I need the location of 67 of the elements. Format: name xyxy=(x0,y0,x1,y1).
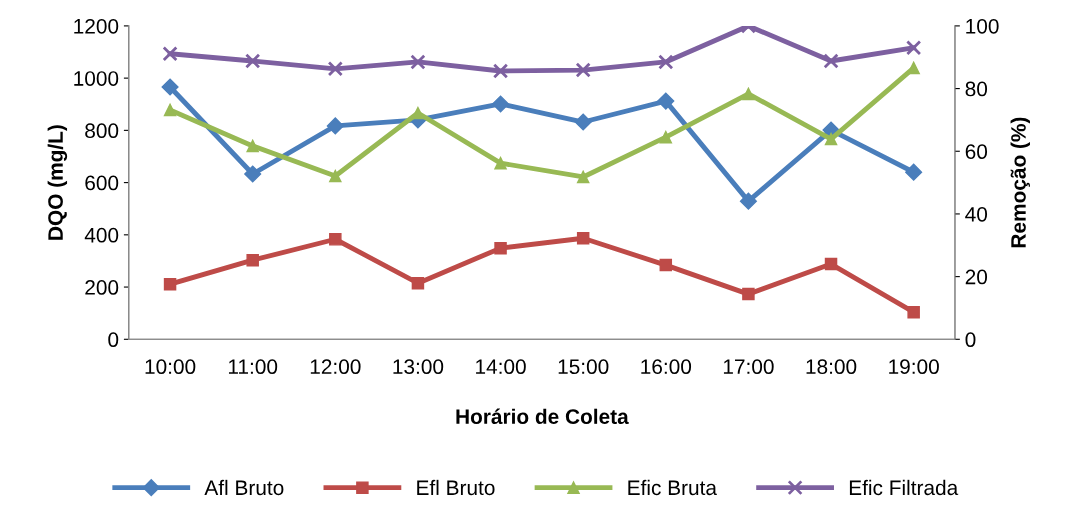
legend-label: Afl Bruto xyxy=(204,479,284,496)
y2-tick-label: 40 xyxy=(965,206,988,222)
x-tick-label: 17:00 xyxy=(723,359,774,375)
point xyxy=(326,117,344,135)
y-tick-label: 1000 xyxy=(74,71,119,86)
x-axis-title: Horário de Coleta xyxy=(456,408,629,425)
x-tick-label: 10:00 xyxy=(145,359,196,375)
point xyxy=(492,63,509,79)
point xyxy=(824,132,838,146)
y-axis-title: DQO (mg/L) xyxy=(47,125,68,240)
x-tick-label: 18:00 xyxy=(806,359,857,375)
point xyxy=(163,277,177,291)
y-tick-label: 600 xyxy=(85,175,119,191)
x-tick-label: 16:00 xyxy=(641,359,692,375)
point xyxy=(742,287,755,301)
point xyxy=(907,305,920,319)
y2-tick-label: 60 xyxy=(965,144,988,160)
x-tick-label: 19:00 xyxy=(889,359,939,375)
point xyxy=(658,54,674,70)
point xyxy=(657,92,675,110)
point xyxy=(739,192,757,210)
legend-label: Efl Bruto xyxy=(417,479,495,496)
y-tick-label: 200 xyxy=(85,280,119,295)
legend-label: Efic Filtrada xyxy=(849,479,959,496)
x-tick-label: 13:00 xyxy=(393,359,444,375)
x-tick-label: 11:00 xyxy=(228,359,278,375)
point xyxy=(494,156,507,170)
point xyxy=(329,169,342,183)
point xyxy=(410,54,426,70)
point xyxy=(574,113,592,131)
point xyxy=(575,62,591,78)
y2-tick-label: 100 xyxy=(966,18,999,34)
point xyxy=(163,103,177,117)
point xyxy=(905,163,923,181)
point xyxy=(576,170,590,184)
x-tick-label: 12:00 xyxy=(310,359,361,375)
point xyxy=(823,53,839,69)
point xyxy=(246,139,259,153)
point xyxy=(576,231,590,245)
point xyxy=(245,53,261,69)
point xyxy=(907,61,920,75)
y2-axis-title: Remoção (%) xyxy=(1010,117,1030,248)
x-tick-label: 14:00 xyxy=(476,359,526,375)
point xyxy=(659,130,673,144)
y2-tick-label: 80 xyxy=(965,81,988,97)
y2-tick-label: 0 xyxy=(965,332,976,348)
point xyxy=(411,106,425,120)
point xyxy=(494,241,507,255)
y-tick-label: 400 xyxy=(84,227,119,243)
point xyxy=(659,258,673,272)
point xyxy=(824,257,838,271)
point xyxy=(742,87,755,101)
point xyxy=(411,276,425,290)
point xyxy=(327,61,343,77)
point xyxy=(492,95,510,113)
point xyxy=(161,78,179,96)
point xyxy=(329,233,342,246)
point xyxy=(246,253,259,267)
y-tick-label: 1200 xyxy=(74,18,119,34)
y2-tick-label: 20 xyxy=(965,269,988,285)
point xyxy=(906,40,922,56)
y-tick-label: 0 xyxy=(108,332,119,348)
y-tick-label: 800 xyxy=(85,123,119,139)
point xyxy=(244,165,262,183)
legend-label: Efic Bruta xyxy=(628,479,717,496)
x-tick-label: 15:00 xyxy=(558,359,609,375)
point xyxy=(162,46,178,62)
